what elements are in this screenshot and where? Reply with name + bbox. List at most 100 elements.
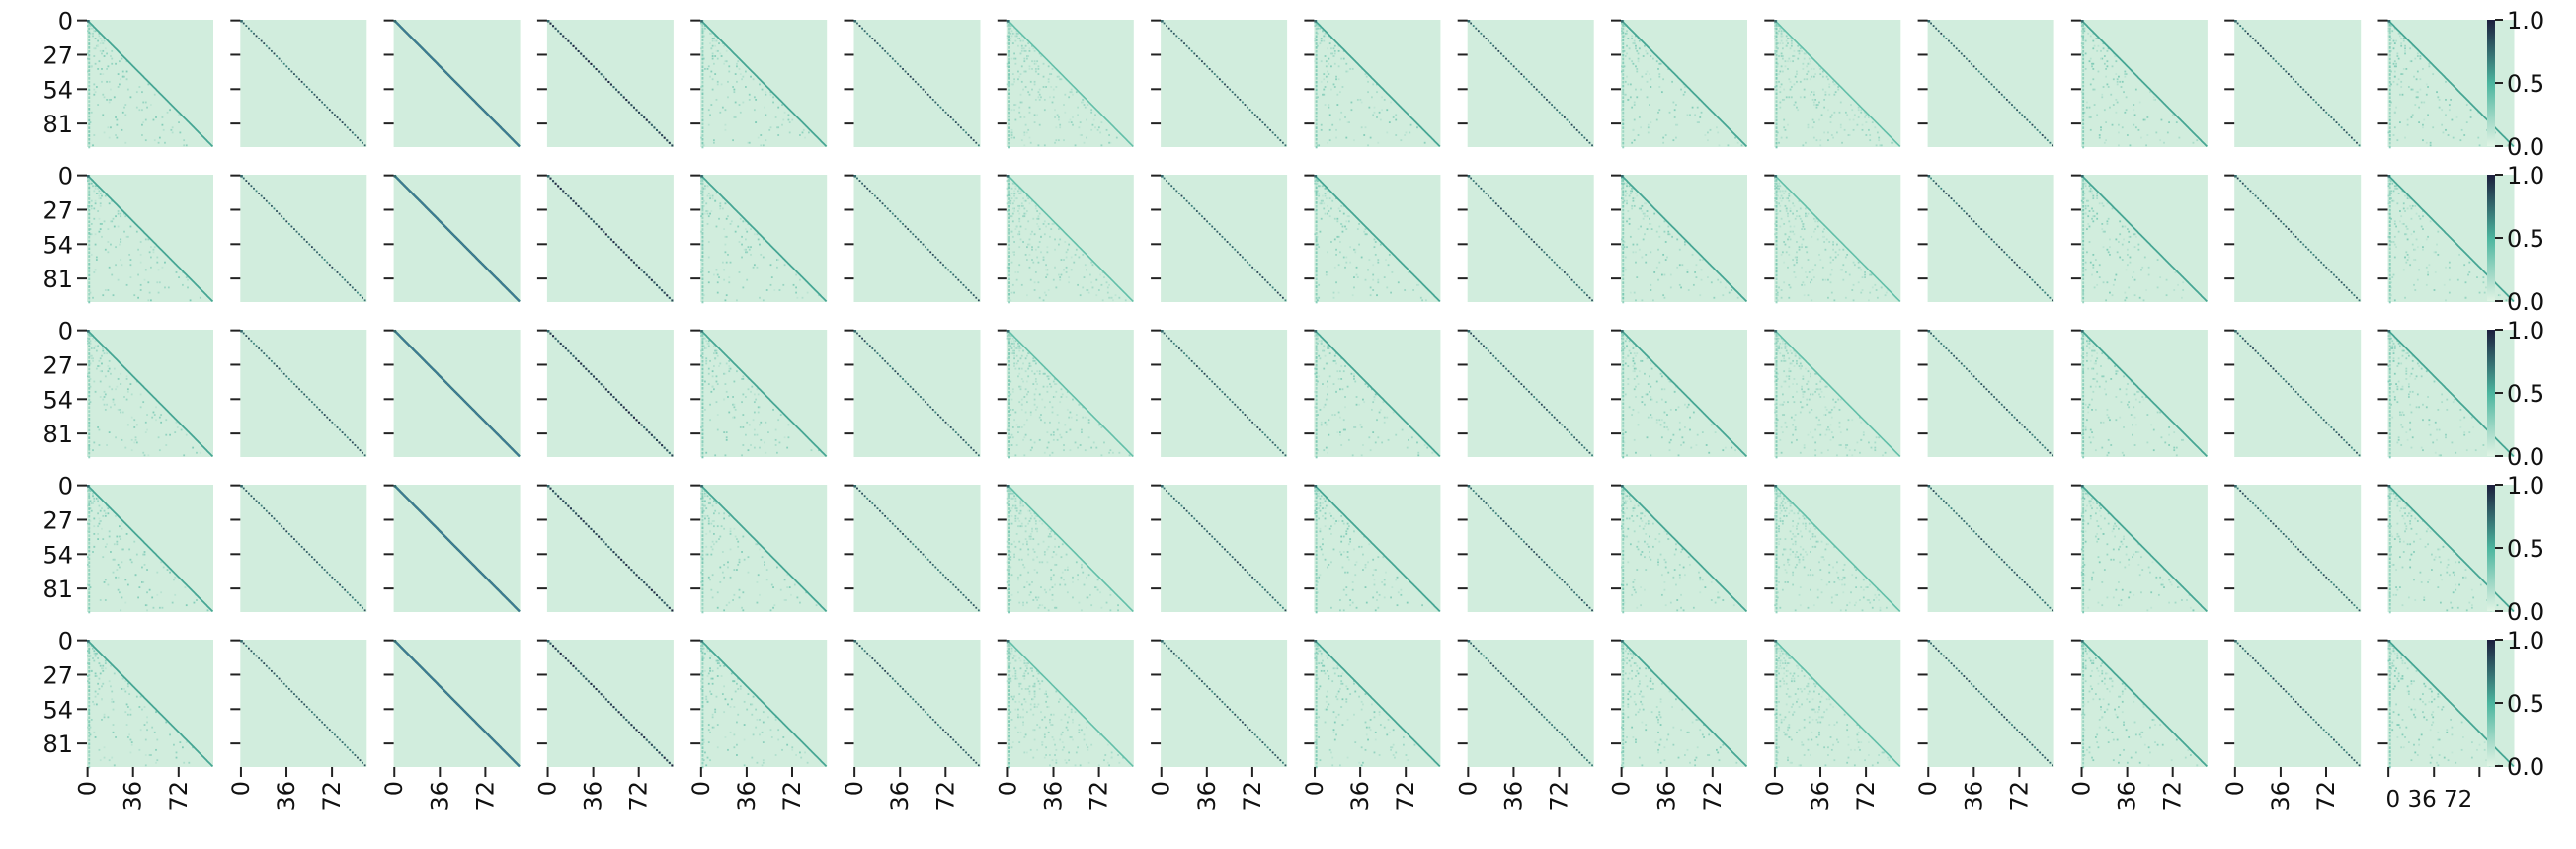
attention-cell [1054,396,1056,398]
attention-cell [728,65,731,68]
diagonal-cell [245,180,248,182]
attention-cell [701,356,704,359]
attention-cell [748,424,751,426]
diagonal-cell [2013,261,2016,264]
attention-cell [2082,84,2085,88]
diagonal-cell [590,62,593,65]
attention-cell [88,141,91,145]
attention-cell [1314,60,1317,63]
attention-cell [1642,55,1645,57]
diagonal-cell [1972,65,1975,68]
attention-cell [1633,118,1636,121]
attention-cell [1852,118,1855,121]
attention-cell [1315,108,1318,111]
attention-cell [94,202,97,205]
attention-cell [2388,145,2391,149]
attention-cell [2422,126,2424,129]
attention-cell [2477,136,2480,139]
attention-cell [1724,286,1727,289]
attention-cell [2092,264,2095,267]
attention-cell [1825,238,1828,241]
attention-cell [2107,86,2110,88]
attention-cell [1033,80,1036,83]
diagonal-cell [1175,190,1178,193]
diagonal-line [700,329,828,458]
attention-cell [1775,57,1778,61]
attention-cell [88,247,91,251]
diagonal-cell [263,352,266,355]
attention-cell [715,380,718,383]
attention-cell [707,65,710,68]
diagonal-cell [290,380,293,383]
diagonal-cell [2317,259,2320,261]
diagonal-cell [2252,38,2254,39]
attention-cell [2092,78,2095,81]
attention-cell [142,121,145,124]
attention-cell [133,294,136,297]
attention-cell [2118,75,2120,78]
diagonal-cell [1261,276,1264,279]
attention-cell [1042,385,1045,388]
attention-cell [1315,259,1318,262]
attention-cell [2405,233,2408,236]
diagonal-cell [944,421,947,424]
attention-cell [1784,128,1787,131]
attention-cell [1008,186,1010,190]
diagonal-cell [1472,25,1475,27]
diagonal-cell [876,352,879,355]
diagonal-cell [1972,220,1975,223]
diagonal-cell [263,42,266,45]
diagonal-cell [2011,104,2013,106]
attention-cell [1050,385,1053,388]
attention-cell [1691,253,1694,256]
attention-cell [1794,75,1797,78]
attention-cell [1367,269,1369,271]
attention-cell [1775,145,1778,149]
attention-cell [2091,190,2093,193]
diagonal-cell [281,60,283,63]
attention-cell [129,383,132,385]
attention-cell [1830,291,1833,294]
diagonal-cell [354,289,357,291]
attention-cell [774,428,777,431]
diagonal-cell [1982,230,1985,233]
attention-cell [1324,35,1327,38]
diagonal-cell [1982,75,1985,78]
attention-cell [2447,134,2450,136]
attention-cell [701,363,704,367]
heatmap-panel-r1-c7 [997,19,1134,149]
attention-cell [1052,278,1055,281]
attention-cell [701,266,704,270]
attention-cell [182,283,184,286]
attention-cell [1807,62,1810,65]
attention-cell [1327,70,1328,73]
attention-cell [1797,57,1800,60]
attention-cell [1622,137,1625,141]
attention-cell [1008,228,1010,231]
attention-cell [1101,271,1104,273]
attention-cell [2084,39,2087,42]
diagonal-cell [912,78,915,81]
attention-cell [1028,93,1031,96]
attention-cell [1378,111,1381,114]
attention-cell [1775,197,1778,200]
attention-cell [1013,419,1015,422]
diagonal-cell [1968,215,1971,218]
attention-cell [1008,75,1010,78]
attention-cell [1336,235,1339,238]
attention-cell [2482,281,2485,284]
attention-cell [1827,131,1829,134]
attention-cell [725,390,728,393]
attention-cell [1631,204,1634,207]
attention-cell [755,121,758,124]
attention-cell [1857,106,1860,109]
attention-cell [2416,246,2419,249]
attention-cell [742,426,745,428]
attention-cell [1775,23,1778,27]
diagonal-cell [590,217,593,220]
diagonal-cell [282,62,285,65]
attention-cell [1018,217,1021,220]
diagonal-cell [962,283,965,286]
attention-cell [1315,186,1318,190]
